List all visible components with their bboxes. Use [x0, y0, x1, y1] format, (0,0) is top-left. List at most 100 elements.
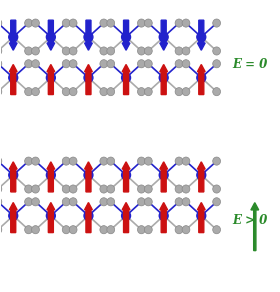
Circle shape	[144, 185, 152, 193]
FancyArrow shape	[160, 162, 168, 192]
Circle shape	[137, 226, 145, 234]
FancyArrow shape	[160, 65, 168, 95]
Circle shape	[100, 47, 108, 55]
FancyArrow shape	[251, 203, 259, 251]
FancyArrow shape	[197, 20, 205, 50]
Circle shape	[213, 198, 221, 206]
FancyArrow shape	[122, 65, 130, 95]
Circle shape	[144, 226, 152, 234]
Circle shape	[137, 88, 145, 96]
FancyArrow shape	[160, 203, 168, 233]
FancyArrow shape	[9, 65, 17, 95]
Circle shape	[175, 60, 183, 68]
Circle shape	[122, 32, 130, 42]
FancyArrow shape	[197, 65, 205, 95]
Circle shape	[25, 60, 32, 68]
FancyArrow shape	[122, 162, 130, 192]
Circle shape	[69, 226, 77, 234]
FancyArrow shape	[47, 162, 55, 192]
Circle shape	[32, 157, 39, 165]
Circle shape	[144, 47, 152, 55]
Circle shape	[100, 198, 108, 206]
Circle shape	[159, 73, 168, 82]
FancyArrow shape	[47, 65, 55, 95]
Circle shape	[197, 211, 206, 220]
Circle shape	[182, 47, 190, 55]
Circle shape	[213, 157, 221, 165]
Circle shape	[46, 32, 55, 42]
FancyArrow shape	[85, 20, 92, 50]
Circle shape	[182, 185, 190, 193]
Circle shape	[213, 226, 221, 234]
Circle shape	[175, 19, 183, 27]
Circle shape	[122, 211, 130, 220]
Circle shape	[182, 60, 190, 68]
FancyArrow shape	[197, 203, 205, 233]
Circle shape	[69, 47, 77, 55]
Circle shape	[9, 171, 18, 180]
Circle shape	[46, 211, 55, 220]
Circle shape	[0, 60, 2, 68]
Circle shape	[213, 185, 221, 193]
Circle shape	[84, 32, 93, 42]
Circle shape	[182, 157, 190, 165]
Circle shape	[32, 19, 39, 27]
Circle shape	[46, 171, 55, 180]
FancyArrow shape	[85, 65, 92, 95]
Circle shape	[175, 47, 183, 55]
FancyArrow shape	[122, 203, 130, 233]
Circle shape	[213, 60, 221, 68]
Circle shape	[32, 60, 39, 68]
Circle shape	[0, 88, 2, 96]
Circle shape	[137, 157, 145, 165]
Circle shape	[175, 157, 183, 165]
FancyArrow shape	[9, 162, 17, 192]
Circle shape	[9, 32, 18, 42]
FancyArrow shape	[197, 162, 205, 192]
Circle shape	[84, 211, 93, 220]
Circle shape	[46, 73, 55, 82]
Circle shape	[62, 47, 70, 55]
Circle shape	[213, 88, 221, 96]
Circle shape	[9, 73, 18, 82]
Circle shape	[137, 185, 145, 193]
Circle shape	[69, 19, 77, 27]
Circle shape	[84, 171, 93, 180]
Circle shape	[213, 19, 221, 27]
Circle shape	[159, 171, 168, 180]
Circle shape	[137, 19, 145, 27]
Circle shape	[144, 88, 152, 96]
Text: E = 0: E = 0	[232, 58, 268, 71]
Circle shape	[84, 73, 93, 82]
Circle shape	[144, 19, 152, 27]
Circle shape	[69, 60, 77, 68]
Circle shape	[25, 226, 32, 234]
Circle shape	[107, 47, 115, 55]
Circle shape	[62, 60, 70, 68]
Circle shape	[175, 198, 183, 206]
Circle shape	[137, 47, 145, 55]
Circle shape	[159, 32, 168, 42]
Circle shape	[122, 171, 130, 180]
Circle shape	[144, 157, 152, 165]
Circle shape	[144, 198, 152, 206]
Circle shape	[144, 60, 152, 68]
Circle shape	[0, 157, 2, 165]
Circle shape	[32, 198, 39, 206]
FancyArrow shape	[85, 203, 92, 233]
Circle shape	[182, 198, 190, 206]
Circle shape	[107, 60, 115, 68]
Circle shape	[25, 157, 32, 165]
Circle shape	[25, 185, 32, 193]
Circle shape	[159, 211, 168, 220]
Circle shape	[197, 171, 206, 180]
Circle shape	[107, 198, 115, 206]
Circle shape	[25, 88, 32, 96]
Circle shape	[62, 157, 70, 165]
Circle shape	[100, 157, 108, 165]
FancyArrow shape	[122, 20, 130, 50]
Circle shape	[0, 47, 2, 55]
Circle shape	[62, 198, 70, 206]
Text: E > 0: E > 0	[232, 214, 268, 227]
Circle shape	[62, 226, 70, 234]
